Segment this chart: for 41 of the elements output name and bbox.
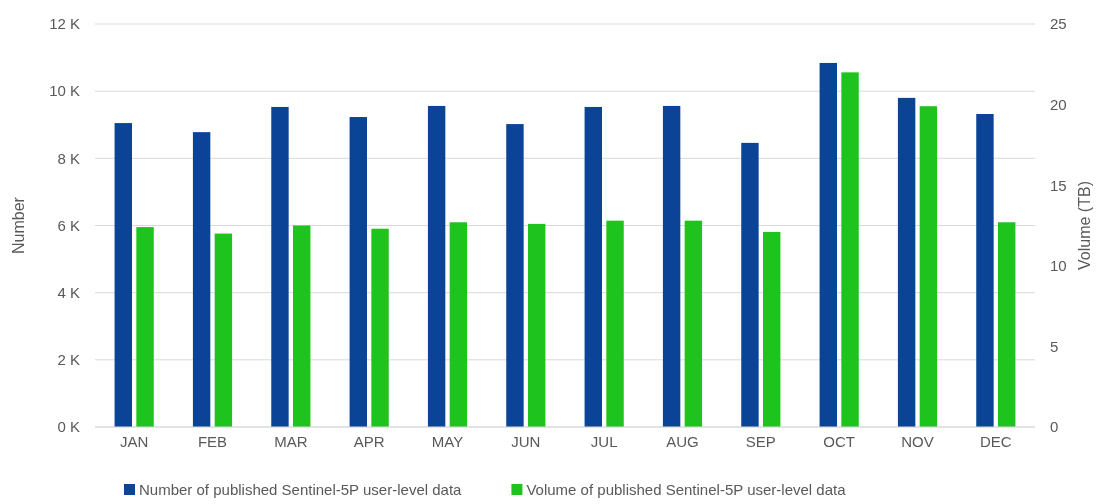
- bar: [998, 222, 1016, 427]
- bar: [449, 222, 468, 427]
- y2-tick-label: 20: [1050, 95, 1067, 113]
- y-axis-title: Number: [10, 196, 27, 254]
- y-tick-label: 2 K: [57, 351, 80, 369]
- y2-tick-label: 15: [1050, 176, 1067, 194]
- bar: [919, 106, 938, 427]
- x-tick-label: MAR: [274, 432, 308, 450]
- bar: [371, 228, 389, 427]
- y2-tick-label: 0: [1050, 418, 1059, 436]
- bar: [528, 223, 546, 427]
- bar: [763, 231, 781, 427]
- bar: [684, 220, 703, 427]
- x-tick-label: SEP: [745, 432, 776, 450]
- y-tick-label: 6 K: [57, 216, 80, 234]
- bar: [136, 227, 154, 427]
- x-tick-label: JUL: [590, 432, 618, 450]
- y-tick-label: 0 K: [57, 418, 80, 436]
- y2-axis-title: Volume (TB): [1076, 181, 1093, 270]
- bar: [841, 72, 859, 427]
- x-tick-label: FEB: [197, 432, 228, 450]
- y2-tick-label: 10: [1050, 257, 1067, 275]
- x-tick-label: NOV: [901, 432, 934, 450]
- y-tick-label: 8 K: [57, 149, 80, 167]
- y2-tick-label: 25: [1050, 15, 1067, 33]
- y2-tick-label: 5: [1050, 337, 1059, 355]
- x-tick-label: APR: [353, 432, 385, 450]
- bar: [606, 220, 624, 427]
- x-tick-label: OCT: [823, 432, 855, 450]
- bar: [214, 233, 233, 427]
- y-tick-label: 4 K: [57, 283, 80, 301]
- y-tick-label: 12 K: [49, 15, 80, 33]
- x-tick-label: DEC: [980, 432, 1012, 450]
- legend-label: Volume of published Sentinel-5P user-level data: [526, 481, 847, 498]
- x-tick-label: MAY: [431, 432, 464, 450]
- x-tick-label: AUG: [666, 432, 699, 450]
- legend-label: Number of published Sentinel-5P user-level data: [139, 481, 463, 498]
- bar: [293, 225, 311, 427]
- x-tick-label: JUN: [511, 432, 541, 450]
- y-tick-label: 10 K: [49, 82, 80, 100]
- x-tick-label: JAN: [119, 432, 149, 450]
